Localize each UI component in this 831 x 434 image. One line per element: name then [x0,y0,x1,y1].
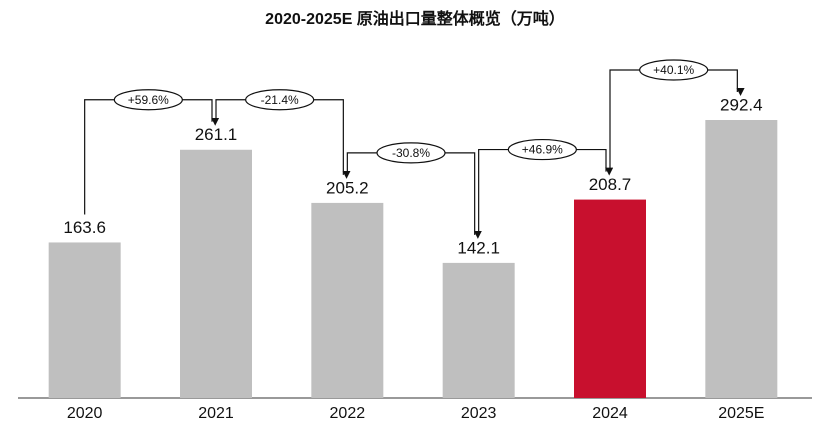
x-tick-label: 2024 [592,405,628,422]
chart-title: 2020-2025E 原油出口量整体概览（万吨） [265,9,565,28]
x-tick-label: 2021 [198,405,234,422]
value-label: 261.1 [195,125,238,144]
bar [48,242,121,398]
x-tick-label: 2020 [67,405,103,422]
change-label: -21.4% [261,93,299,107]
bar [705,120,778,398]
value-label: 163.6 [63,218,106,237]
change-label: -30.8% [392,146,430,160]
change-badge [245,89,315,111]
x-tick-label: 2025E [718,405,764,422]
value-label: 292.4 [720,95,763,114]
x-tick-label: 2022 [330,405,366,422]
change-label: +40.1% [653,63,694,77]
value-label: 205.2 [326,178,369,197]
bar [574,199,646,398]
x-tick-label: 2023 [461,405,497,422]
value-label: 208.7 [589,175,632,194]
bar [180,149,252,398]
bar [442,262,515,398]
value-label: 142.1 [457,238,500,257]
change-label: +59.6% [128,93,169,107]
bar [311,202,384,398]
change-badge [639,59,709,81]
change-badge [113,89,183,111]
change-label: +46.9% [522,143,563,157]
change-badge [376,142,446,164]
change-badge [507,138,577,161]
